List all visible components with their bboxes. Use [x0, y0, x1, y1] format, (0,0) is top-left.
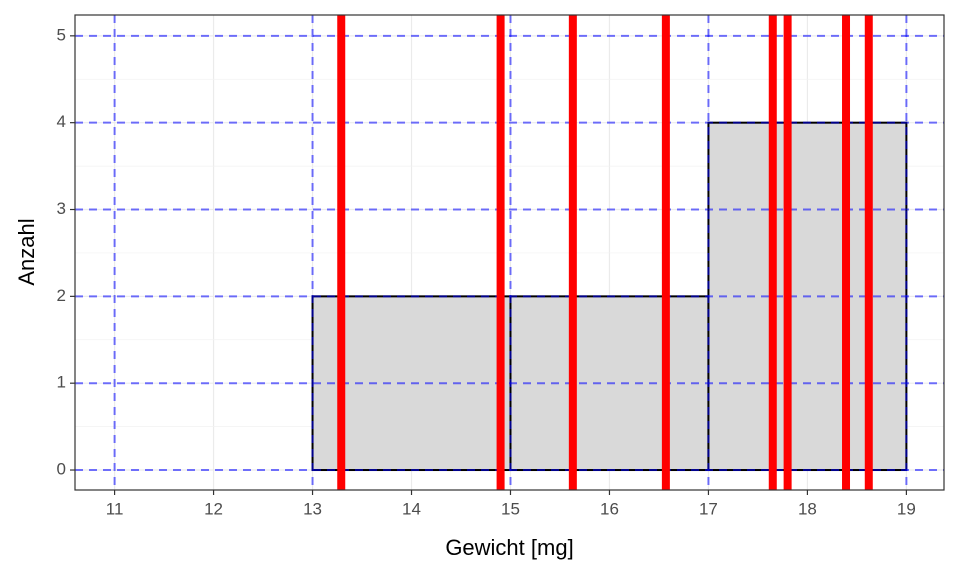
y-tick-label: 5 — [57, 25, 66, 44]
x-tick-label: 14 — [402, 499, 421, 518]
x-tick-label: 13 — [303, 499, 322, 518]
y-tick-label: 4 — [57, 112, 66, 131]
x-tick-label: 19 — [897, 499, 916, 518]
y-axis-title: Anzahl — [14, 218, 39, 285]
x-axis-title: Gewicht [mg] — [445, 535, 573, 560]
x-tick-label: 17 — [699, 499, 718, 518]
y-tick-label: 3 — [57, 199, 66, 218]
x-tick-label: 11 — [106, 499, 124, 518]
y-tick-label: 1 — [57, 373, 66, 392]
x-tick-label: 16 — [600, 499, 619, 518]
y-tick-label: 0 — [57, 460, 66, 479]
x-tick-label: 15 — [501, 499, 520, 518]
panel-border — [74, 14, 945, 491]
x-tick-label: 18 — [798, 499, 817, 518]
y-tick-label: 2 — [57, 286, 66, 305]
x-tick-label: 12 — [204, 499, 223, 518]
